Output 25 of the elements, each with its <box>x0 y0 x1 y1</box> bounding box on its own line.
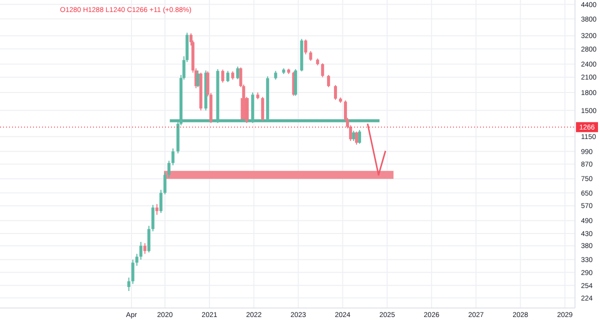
candlestick <box>127 277 130 292</box>
candlestick <box>139 241 142 260</box>
candlestick <box>147 225 150 253</box>
candlestick <box>221 69 224 84</box>
candlestick <box>261 96 264 122</box>
candlestick <box>358 129 362 144</box>
candlestick <box>167 160 170 178</box>
candlestick <box>309 50 312 62</box>
candlestick <box>327 74 330 88</box>
candlestick <box>355 131 358 146</box>
candlestick <box>236 66 240 80</box>
candlestick <box>159 189 162 214</box>
candlestick <box>304 39 308 55</box>
candlestick <box>334 84 337 100</box>
candlestick <box>135 253 138 266</box>
candlestick <box>155 204 158 216</box>
candlestick <box>151 204 154 232</box>
candlestick <box>352 130 356 142</box>
candlestick <box>163 172 166 195</box>
candlestick <box>143 242 146 254</box>
candlestick <box>226 70 230 83</box>
candlestick <box>196 70 200 88</box>
candlestick <box>131 259 134 284</box>
candlestick <box>321 62 324 78</box>
candlestick <box>171 148 174 166</box>
